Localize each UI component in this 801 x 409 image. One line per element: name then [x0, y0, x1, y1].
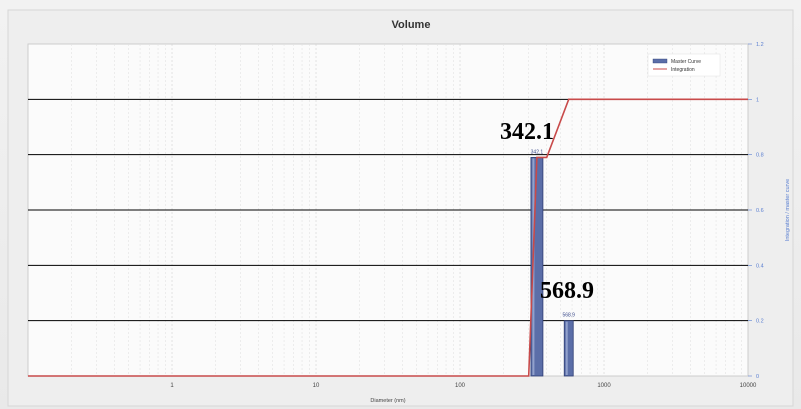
legend-label-master-curve: Master Curve: [671, 59, 701, 65]
y-tick-label: 0.8: [756, 153, 764, 159]
bar-data-label: 568.9: [562, 313, 575, 319]
chart-title: Volume: [392, 19, 431, 31]
x-tick-label: 100: [455, 383, 466, 389]
y-tick-label: 1.2: [756, 42, 764, 48]
bar-highlight: [565, 321, 568, 375]
x-tick-label: 1: [170, 383, 174, 389]
x-axis-label: Diameter (nm): [370, 398, 405, 404]
x-tick-label: 10: [313, 383, 320, 389]
y-tick-label: 0.2: [756, 319, 764, 325]
legend-swatch-master-curve: [652, 58, 668, 64]
annotation-342: 342.1: [500, 119, 554, 145]
y-tick-label: 0.4: [756, 263, 764, 269]
y-tick-label: 0.6: [756, 208, 764, 214]
x-tick-label: 1000: [597, 383, 611, 389]
legend-label-integration: Integration: [671, 67, 695, 73]
y-axis-label: Integration / master curve: [785, 179, 791, 241]
x-tick-label: 10000: [740, 383, 757, 389]
y-tick-label: 0: [756, 374, 759, 380]
integration-line: [28, 98, 748, 377]
y-tick-label: 1: [756, 97, 759, 103]
bar-master-curve: [563, 320, 574, 377]
bar-data-label: 342.1: [531, 149, 544, 155]
annotation-568: 568.9: [540, 278, 594, 304]
